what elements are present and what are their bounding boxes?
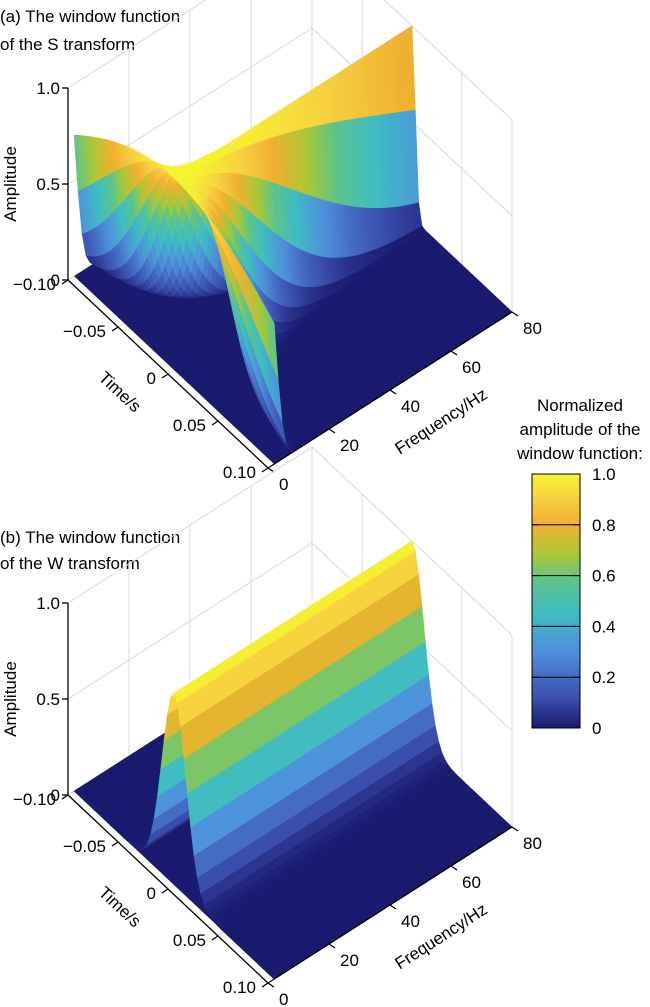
x-tick-label: −0.10 [13,790,56,809]
colorbar-tick-label: 0 [592,719,601,738]
y-tick-label: 60 [462,873,481,892]
panel-title-line-1: (a) The window function [0,7,180,26]
x-tick-label: 0.10 [223,978,256,997]
y-tick-label: 40 [401,397,420,416]
y-tick-label: 60 [462,358,481,377]
colorbar-tick-label: 1.0 [592,465,616,484]
z-tick-label: 0 [51,786,60,805]
panel-title-line-1: (b) The window function [0,528,180,547]
tick-labels: −0.10 −0.05 0 0.05 0.10 0 20 40 60 80 0 0.5 1.0 [13,79,542,494]
surface-plot [73,540,513,980]
z-tick-label: 0 [51,271,60,290]
y-tick-label: 80 [523,834,542,853]
colorbar-tick-label: 0.2 [592,668,616,687]
y-tick-label: 0 [279,475,288,494]
colorbar-title-line-1: Normalized [537,396,623,415]
y-tick-label: 40 [401,912,420,931]
colorbar-title-line-2: amplitude of the [520,420,641,439]
z-tick-label: 0.5 [36,175,60,194]
x-tick-label: 0.10 [223,463,256,482]
z-axis-label: Amplitude [1,661,20,737]
colorbar: Normalized amplitude of the window funct… [516,396,643,738]
y-axis-label: Frequency/Hz [392,900,491,974]
y-tick-label: 0 [279,990,288,1007]
y-tick-label: 20 [340,436,359,455]
x-tick-label: 0 [147,369,156,388]
z-tick-label: 1.0 [36,79,60,98]
panel-title-line-2: of the W transform [0,554,140,573]
x-tick-label: 0.05 [173,416,206,435]
y-tick-label: 20 [340,951,359,970]
z-axis-label: Amplitude [1,146,20,222]
y-axis-label: Frequency/Hz [392,385,491,459]
panel-title-line-2: of the S transform [0,35,135,54]
colorbar-tick-label: 0.4 [592,617,616,636]
axes [61,87,519,473]
colorbar-tick-label: 0.6 [592,567,616,586]
panel-b: (b) The window function of the W transfo… [0,446,542,1007]
x-tick-label: −0.05 [63,322,106,341]
x-tick-label: 0 [147,884,156,903]
y-tick-label: 80 [523,319,542,338]
z-tick-label: 1.0 [36,594,60,613]
x-tick-label: −0.05 [63,837,106,856]
colorbar-ticks: 1.0 0.8 0.6 0.4 0.2 0 [532,465,616,738]
z-tick-label: 0.5 [36,690,60,709]
x-tick-label: −0.10 [13,275,56,294]
surface-plot [73,25,513,465]
x-tick-label: 0.05 [173,931,206,950]
tick-labels: −0.10 −0.05 0 0.05 0.10 0 20 40 60 80 0 0.5 1.0 [13,594,542,1007]
colorbar-bar [531,473,581,729]
x-axis-label: Time/s [95,368,145,416]
panel-a: (a) The window function of the S transfo… [0,0,542,494]
x-axis-label: Time/s [95,883,145,931]
colorbar-title-line-3: window function: [516,444,643,463]
axes [61,602,519,988]
colorbar-tick-label: 0.8 [592,516,616,535]
